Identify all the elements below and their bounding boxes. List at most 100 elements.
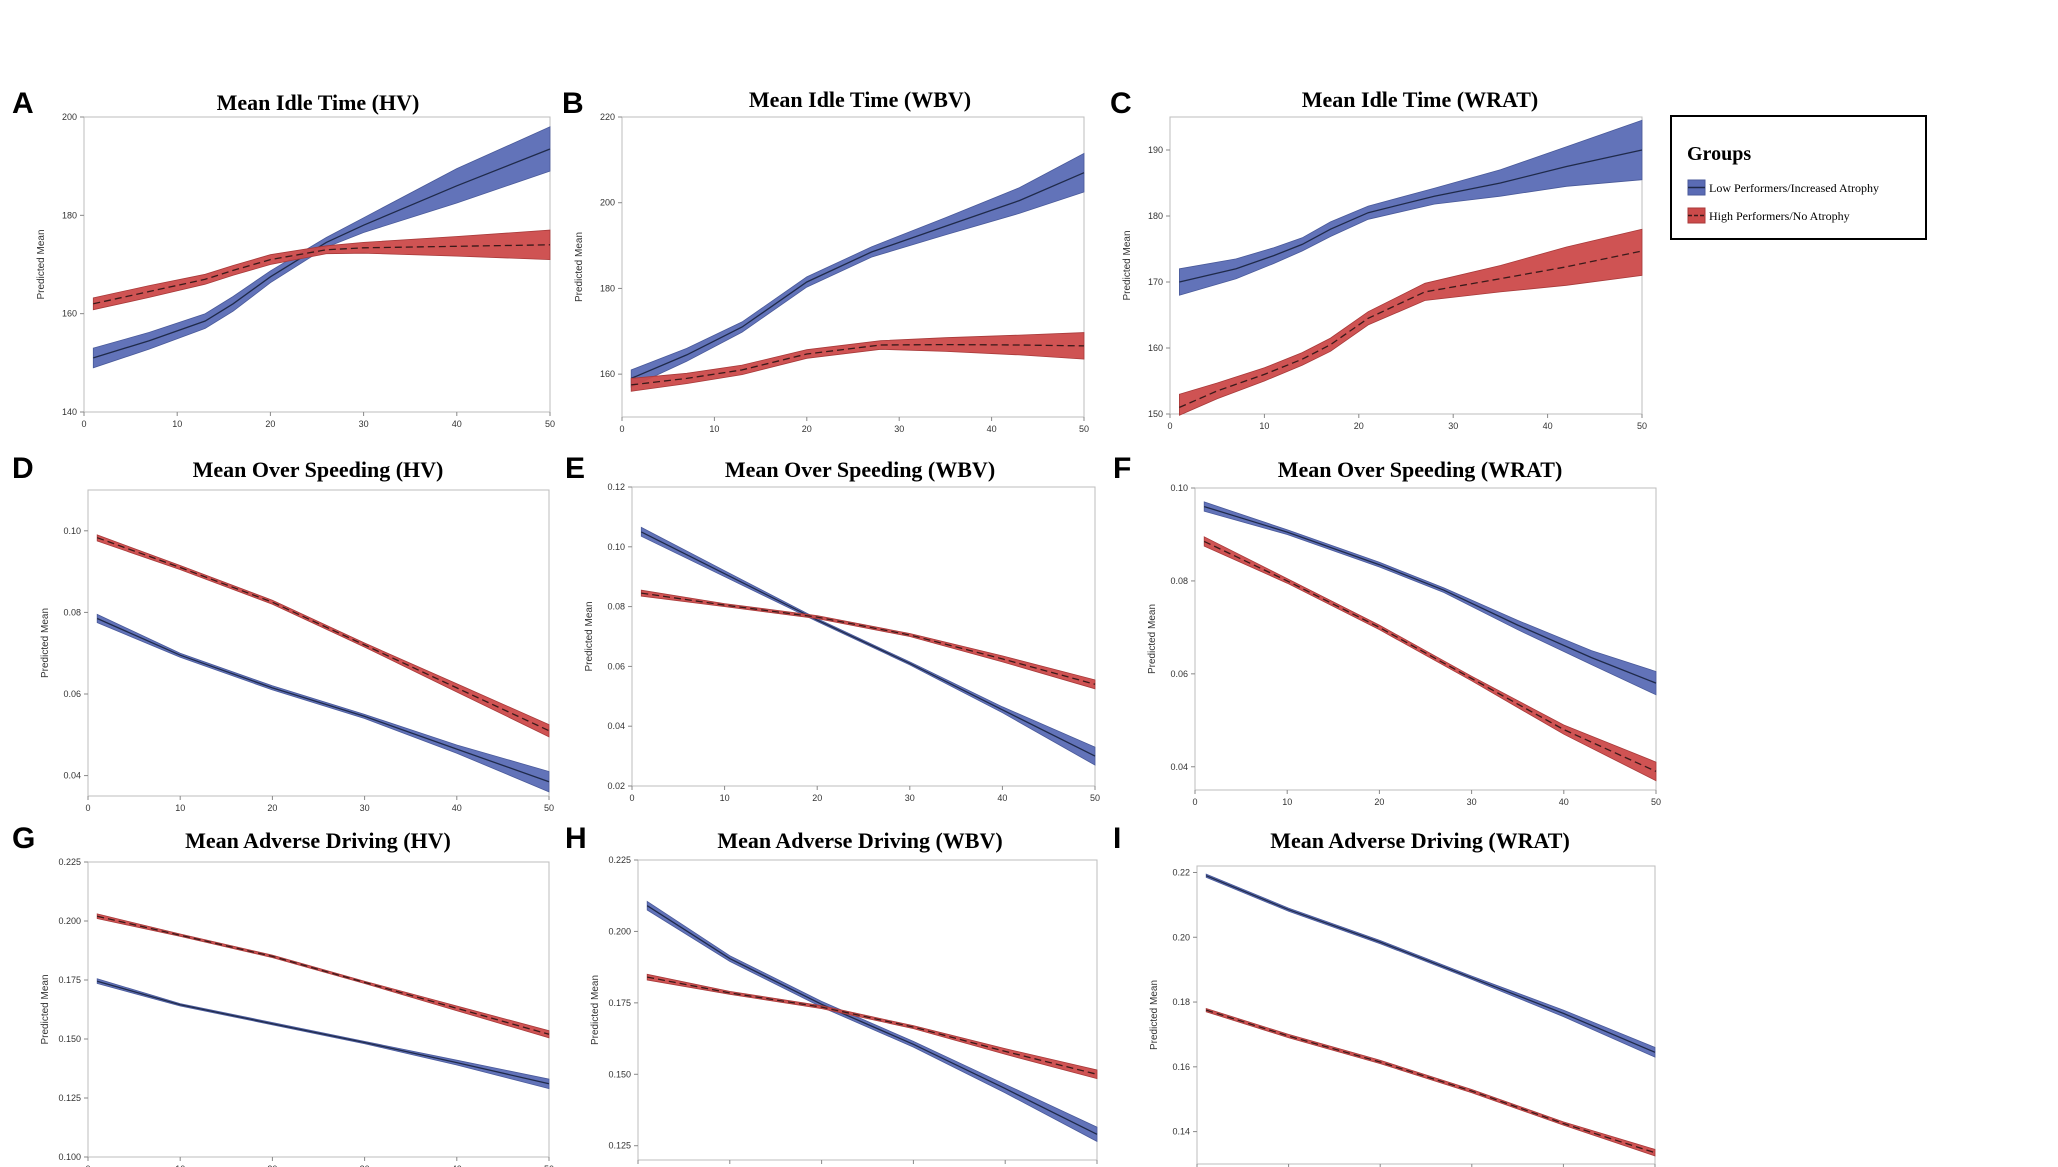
band-high-performers (1205, 1007, 1656, 1157)
y-tick-label: 0.225 (608, 855, 631, 865)
panel-h: H Mean Adverse Driving (WBV) Predicted Mea… (565, 822, 1098, 1164)
y-tick-label: 0.175 (608, 998, 631, 1008)
x-tick-label: 50 (1090, 793, 1100, 803)
x-tick-label: 30 (360, 1164, 370, 1167)
x-tick-label: 20 (802, 424, 812, 434)
x-tick-label: 0 (1192, 797, 1197, 807)
line-high-performers (93, 244, 551, 305)
y-tick-label: 0.16 (1172, 1062, 1190, 1072)
band-high-performers (630, 332, 1085, 392)
y-axis-label: Predicted Mean (1147, 604, 1158, 674)
y-tick-label: 0.10 (607, 542, 625, 552)
y-tick-label: 0.22 (1172, 867, 1190, 877)
x-tick-label: 20 (267, 1164, 277, 1167)
y-tick-label: 180 (1148, 211, 1163, 221)
panel-d: D Mean Over Speeding (HV) Predicted Mean 0 1… (12, 452, 554, 813)
x-tick-label: 40 (452, 419, 462, 429)
line-low-performers (630, 172, 1085, 379)
y-tick-label: 0.150 (58, 1034, 81, 1044)
panel-letter: I (1113, 822, 1121, 855)
line-low-performers (1204, 505, 1657, 684)
y-tick-label: 0.12 (607, 482, 625, 492)
legend: Groups Low Performers/Increased Atrophy … (1670, 115, 1927, 240)
line-high-performers (1203, 540, 1657, 772)
x-tick-label: 30 (360, 803, 370, 813)
x-tick-label: 0 (619, 424, 624, 434)
x-tick-label: 40 (1543, 421, 1553, 431)
x-tick-label: 50 (544, 1164, 554, 1167)
legend-label-low: Low Performers/Increased Atrophy (1709, 181, 1879, 195)
panel-letter: B (562, 87, 584, 120)
band-low-performers (1203, 501, 1657, 696)
y-tick-label: 150 (1148, 409, 1163, 419)
line-high-performers (1179, 250, 1643, 408)
x-tick-label: 40 (997, 793, 1007, 803)
panel-title: Mean Idle Time (WBV) (749, 87, 971, 112)
y-tick-label: 160 (1148, 343, 1163, 353)
y-axis-label: Predicted Mean (584, 601, 595, 671)
panel-letter: G (12, 822, 35, 855)
panel-title: Mean Over Speeding (WBV) (725, 457, 995, 482)
y-tick-label: 0.10 (63, 526, 81, 536)
panel-title: Mean Over Speeding (HV) (193, 457, 444, 482)
x-tick-label: 10 (709, 424, 719, 434)
x-tick-label: 40 (452, 1164, 462, 1167)
band-high-performers (96, 534, 550, 738)
panel-letter: C (1110, 87, 1132, 120)
x-tick-label: 50 (1079, 424, 1089, 434)
y-tick-label: 0.08 (607, 602, 625, 612)
y-tick-label: 0.200 (608, 926, 631, 936)
y-tick-label: 0.14 (1172, 1127, 1190, 1137)
x-tick-label: 10 (175, 803, 185, 813)
panel-title: Mean Adverse Driving (WRAT) (1270, 828, 1570, 853)
legend-label-high: High Performers/No Atrophy (1709, 209, 1850, 223)
x-tick-label: 20 (267, 803, 277, 813)
y-tick-label: 190 (1148, 145, 1163, 155)
line-low-performers (646, 905, 1098, 1135)
plot-area (87, 861, 550, 1158)
band-high-performers (1179, 228, 1643, 416)
x-tick-label: 30 (905, 793, 915, 803)
band-low-performers (1179, 119, 1643, 296)
panel-title: Mean Adverse Driving (HV) (185, 828, 451, 853)
y-axis-label: Predicted Mean (1122, 230, 1133, 300)
x-tick-label: 50 (545, 419, 555, 429)
y-axis-label: Predicted Mean (40, 608, 51, 678)
y-tick-label: 0.04 (1170, 762, 1188, 772)
y-tick-label: 200 (62, 112, 77, 122)
panel-title: Mean Idle Time (HV) (217, 90, 420, 115)
line-high-performers (97, 915, 550, 1035)
x-tick-label: 20 (1354, 421, 1364, 431)
panel-a: A Mean Idle Time (HV) Predicted Mean 0 10 20 3… (12, 87, 555, 429)
y-axis-label: Predicted Mean (36, 229, 47, 299)
band-low-performers (646, 900, 1098, 1143)
line-high-performers (631, 343, 1085, 386)
panel-g: G Mean Adverse Driving (HV) Predicted Mean… (12, 822, 554, 1167)
y-axis-label: Predicted Mean (1149, 980, 1160, 1050)
y-tick-label: 170 (1148, 277, 1163, 287)
plot-area (1196, 865, 1656, 1165)
x-tick-label: 0 (85, 1164, 90, 1167)
y-tick-label: 0.200 (58, 916, 81, 926)
y-tick-label: 0.20 (1172, 932, 1190, 942)
x-tick-label: 10 (1282, 797, 1292, 807)
y-tick-label: 0.08 (1170, 576, 1188, 586)
line-low-performers (96, 617, 550, 783)
panel-b: B Mean Idle Time (WBV) Predicted Mean 0 10 20… (562, 87, 1089, 434)
x-tick-label: 40 (452, 803, 462, 813)
x-tick-label: 50 (1637, 421, 1647, 431)
y-tick-label: 0.125 (58, 1093, 81, 1103)
x-tick-label: 30 (894, 424, 904, 434)
legend-title: Groups (1687, 143, 1751, 165)
plot-area (621, 116, 1085, 418)
x-tick-label: 10 (172, 419, 182, 429)
y-tick-label: 0.06 (1170, 669, 1188, 679)
x-tick-label: 20 (812, 793, 822, 803)
y-axis-label: Predicted Mean (574, 232, 585, 302)
x-tick-label: 0 (85, 803, 90, 813)
line-high-performers (641, 592, 1096, 685)
x-tick-label: 20 (1374, 797, 1384, 807)
y-axis-label: Predicted Mean (40, 974, 51, 1044)
line-high-performers (96, 537, 550, 732)
